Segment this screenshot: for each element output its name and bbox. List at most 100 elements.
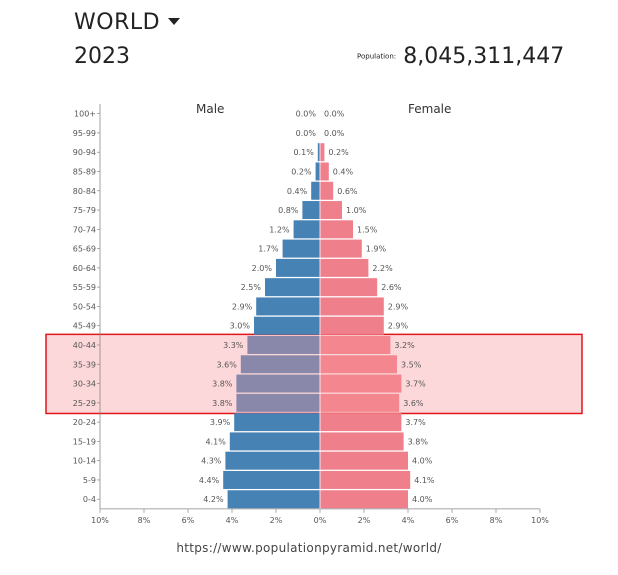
female-bar [320, 316, 384, 335]
age-group-label: 50-54 [73, 302, 96, 311]
female-bar [320, 181, 334, 200]
female-value-label: 3.7% [405, 418, 426, 427]
age-group-label: 5-9 [83, 476, 96, 485]
female-value-label: 4.0% [412, 457, 433, 466]
female-bar [320, 162, 329, 181]
age-group-label: 45-49 [73, 322, 96, 331]
male-value-label: 1.7% [258, 245, 279, 254]
female-bar [320, 490, 408, 509]
female-value-label: 3.5% [401, 360, 422, 369]
age-group-label: 40-44 [73, 341, 96, 350]
male-bar [254, 316, 320, 335]
female-value-label: 2.9% [388, 302, 409, 311]
age-group-label: 95-99 [73, 129, 96, 138]
male-value-label: 0.1% [293, 148, 314, 157]
female-bar [320, 143, 325, 162]
male-label: Male [196, 102, 225, 116]
female-bar [320, 201, 342, 220]
male-bar [229, 432, 320, 451]
x-tick-label: 4% [402, 516, 415, 525]
population-value: 8,045,311,447 [403, 44, 565, 69]
male-bar [317, 143, 320, 162]
female-value-label: 0.0% [324, 129, 345, 138]
female-value-label: 0.2% [328, 148, 349, 157]
x-tick-label: 0% [314, 516, 327, 525]
age-group-label: 70-74 [73, 225, 96, 234]
population-label: Population: [357, 52, 397, 61]
male-bar [247, 336, 320, 354]
female-value-label: 3.8% [408, 437, 429, 446]
x-tick-label: 2% [270, 516, 283, 525]
female-bar [320, 297, 384, 316]
country-title: WORLD [74, 10, 161, 35]
x-tick-label: 8% [138, 516, 151, 525]
female-bar [320, 278, 378, 297]
male-value-label: 4.1% [205, 437, 226, 446]
female-bar [320, 432, 404, 451]
male-bar [234, 413, 320, 432]
female-bar [320, 470, 411, 489]
male-bar [282, 239, 320, 258]
male-value-label: 3.0% [230, 322, 251, 331]
male-value-label: 1.2% [269, 225, 290, 234]
female-value-label: 4.0% [412, 495, 433, 504]
age-group-label: 55-59 [73, 283, 96, 292]
population-summary: Population: 8,045,311,447 [357, 44, 564, 69]
female-bar [320, 258, 369, 277]
female-bar [320, 451, 408, 470]
age-group-label: 35-39 [73, 360, 96, 369]
age-group-label: 65-69 [73, 245, 96, 254]
male-bar [240, 355, 320, 374]
male-bar [293, 220, 320, 239]
female-value-label: 0.0% [324, 110, 345, 119]
age-group-label: 100+ [74, 110, 96, 119]
male-value-label: 2.9% [232, 302, 253, 311]
male-bar [236, 393, 320, 412]
male-bar [236, 374, 320, 393]
female-value-label: 3.6% [403, 399, 424, 408]
female-value-label: 1.0% [346, 206, 367, 215]
age-group-label: 30-34 [73, 380, 96, 389]
male-value-label: 4.4% [199, 476, 220, 485]
male-bar [225, 451, 320, 470]
male-value-label: 3.9% [210, 418, 231, 427]
male-value-label: 3.8% [212, 380, 233, 389]
dropdown-caret-icon[interactable] [168, 17, 181, 25]
age-group-label: 15-19 [73, 437, 96, 446]
male-value-label: 0.0% [296, 110, 317, 119]
female-value-label: 1.5% [357, 225, 378, 234]
male-bar [227, 490, 320, 509]
male-value-label: 4.3% [201, 457, 222, 466]
female-bar [320, 220, 353, 239]
female-value-label: 2.9% [388, 322, 409, 331]
source-url[interactable]: https://www.populationpyramid.net/world/ [176, 541, 442, 555]
female-value-label: 3.7% [405, 380, 426, 389]
female-bar [320, 355, 397, 374]
female-bar [320, 239, 362, 258]
female-bar [320, 336, 391, 354]
x-tick-label: 6% [182, 516, 195, 525]
male-value-label: 0.0% [296, 129, 317, 138]
male-value-label: 2.0% [252, 264, 273, 273]
male-value-label: 0.4% [287, 187, 308, 196]
female-value-label: 2.6% [381, 283, 402, 292]
x-tick-label: 10% [91, 516, 109, 525]
male-bar [265, 278, 320, 297]
x-tick-label: 4% [226, 516, 239, 525]
female-value-label: 3.2% [394, 341, 415, 350]
female-value-label: 4.1% [414, 476, 435, 485]
female-value-label: 0.6% [337, 187, 358, 196]
male-value-label: 4.2% [203, 495, 224, 504]
age-group-label: 85-89 [73, 167, 96, 176]
female-bar [320, 413, 402, 432]
male-bar [302, 201, 320, 220]
male-value-label: 3.8% [212, 399, 233, 408]
male-bar [315, 162, 320, 181]
male-bar [223, 470, 320, 489]
age-group-label: 75-79 [73, 206, 96, 215]
country-selector[interactable]: WORLD [74, 10, 181, 35]
age-group-label: 80-84 [73, 187, 96, 196]
age-group-label: 25-29 [73, 399, 96, 408]
male-value-label: 2.5% [241, 283, 262, 292]
female-label: Female [408, 102, 452, 116]
